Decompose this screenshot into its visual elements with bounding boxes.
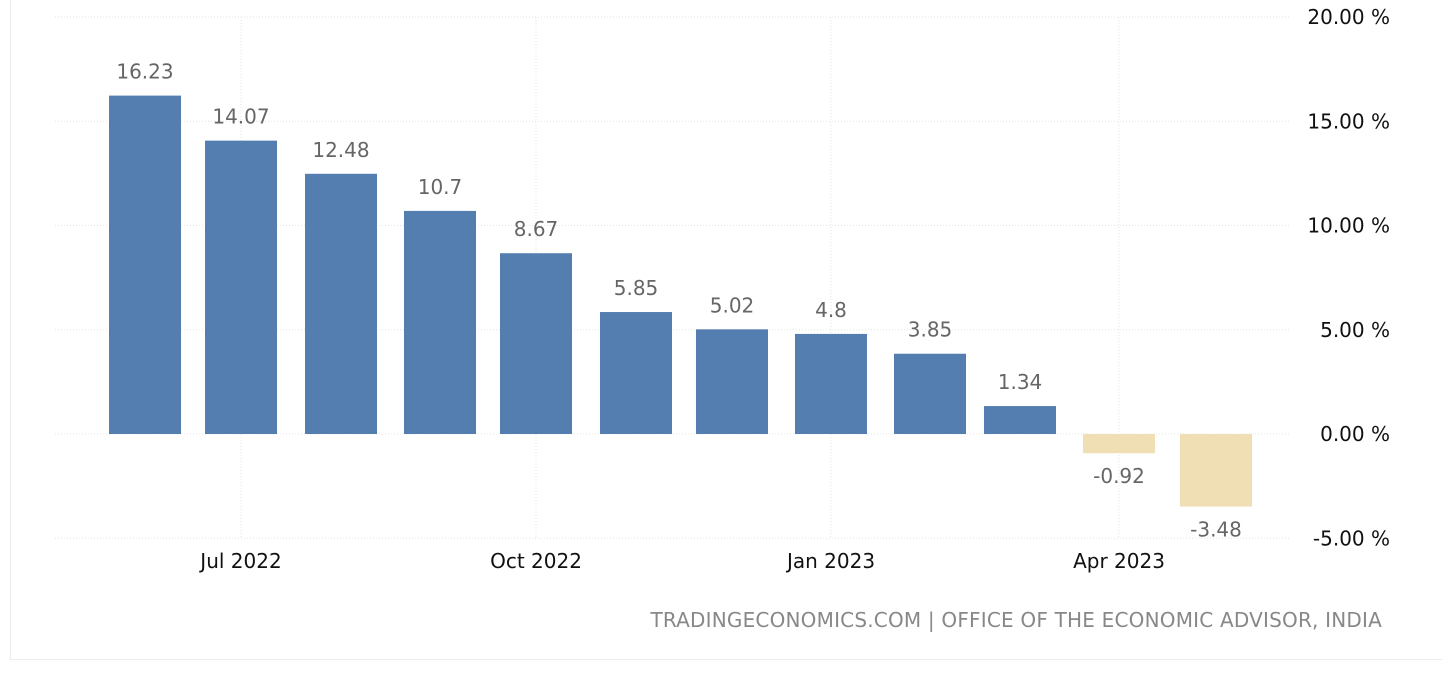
x-tick-label: Apr 2023: [1073, 549, 1165, 573]
data-label: 4.8: [815, 298, 847, 322]
data-label: 5.02: [710, 293, 755, 317]
data-label: 3.85: [908, 318, 953, 342]
bar: [305, 173, 377, 435]
data-label: -0.92: [1093, 464, 1145, 488]
data-label: 8.67: [514, 217, 559, 241]
data-label: 16.23: [116, 60, 173, 84]
x-tick-label: Jul 2022: [198, 549, 281, 573]
y-tick-label: 10.00 %: [1307, 214, 1390, 238]
data-label: -3.48: [1190, 518, 1242, 542]
y-tick-label: 5.00 %: [1320, 318, 1390, 342]
chart-panel: [10, 0, 1442, 660]
bar: [1180, 434, 1252, 507]
bar: [1083, 434, 1155, 454]
bar: [984, 406, 1056, 434]
source-attribution: TRADINGECONOMICS.COM | OFFICE OF THE ECO…: [650, 608, 1382, 632]
data-label: 12.48: [312, 138, 369, 162]
bar: [109, 95, 181, 435]
bar: [696, 329, 768, 434]
bar: [600, 312, 672, 434]
bar: [894, 353, 966, 434]
y-tick-label: 20.00 %: [1307, 5, 1390, 29]
x-tick-label: Jan 2023: [785, 549, 875, 573]
bar: [795, 333, 867, 434]
bar: [500, 253, 572, 434]
y-tick-label: 15.00 %: [1307, 109, 1390, 133]
data-label: 5.85: [614, 276, 659, 300]
bar: [205, 140, 277, 434]
data-label: 1.34: [998, 370, 1043, 394]
bar: [404, 210, 476, 434]
y-tick-label: -5.00 %: [1313, 526, 1390, 550]
x-tick-label: Oct 2022: [490, 549, 582, 573]
data-label: 14.07: [212, 105, 269, 129]
data-label: 10.7: [418, 175, 463, 199]
y-tick-label: 0.00 %: [1320, 422, 1390, 446]
